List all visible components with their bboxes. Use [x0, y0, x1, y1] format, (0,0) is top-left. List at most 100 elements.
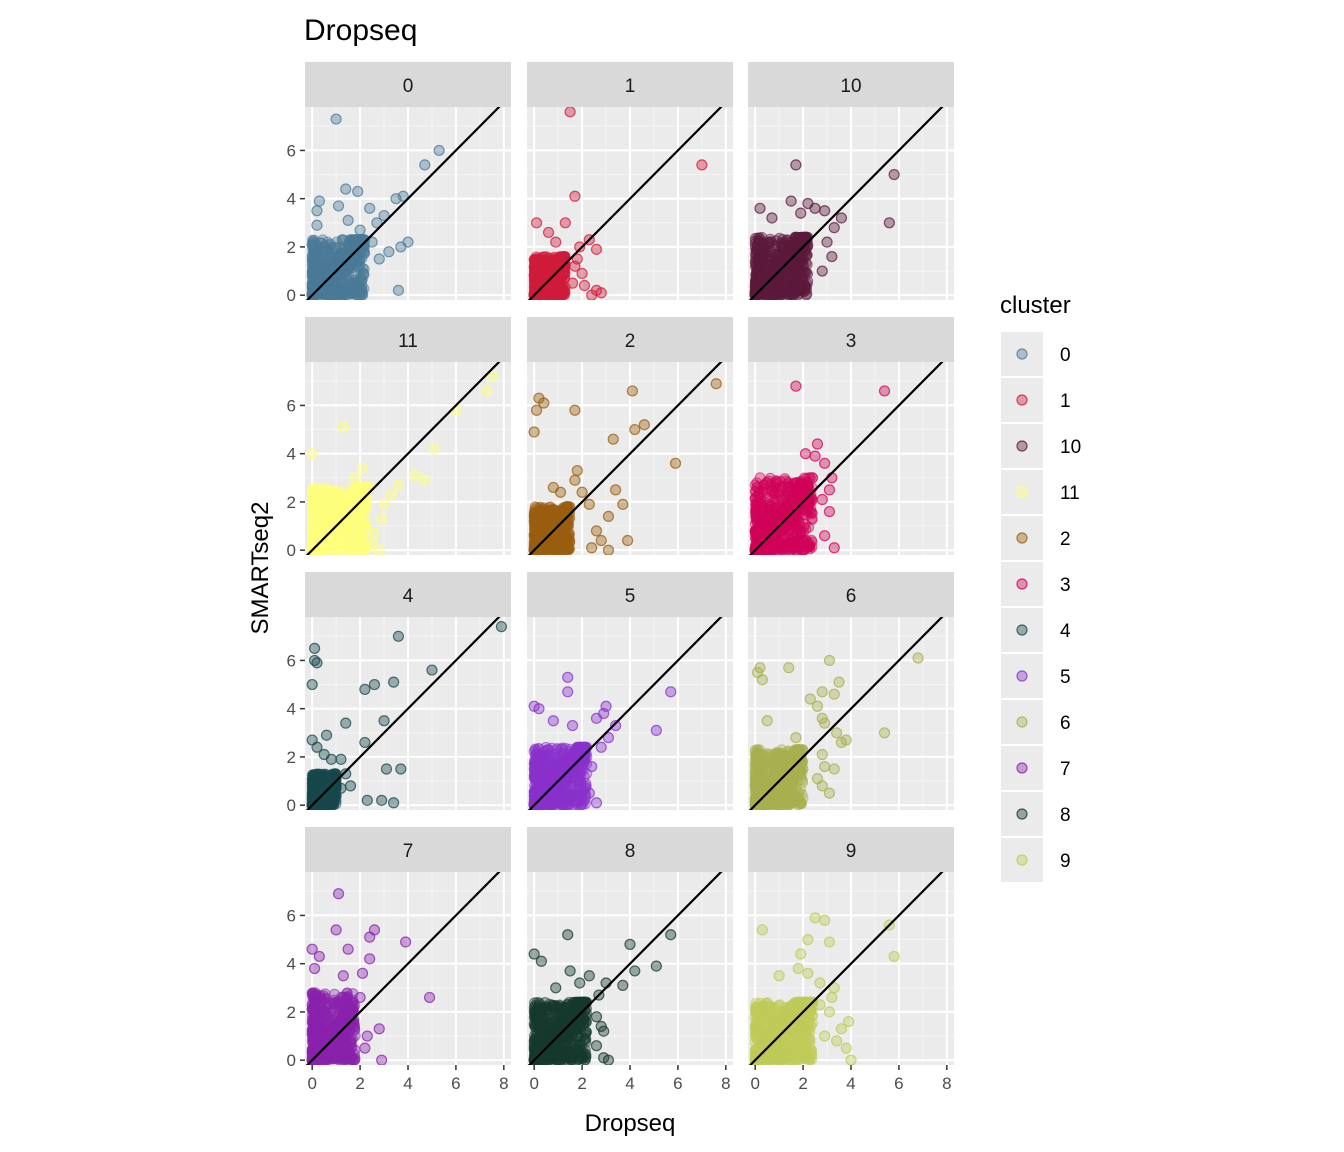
data-point: [307, 518, 319, 530]
data-point: [793, 257, 805, 269]
data-point: [309, 237, 321, 249]
data-point: [754, 202, 766, 214]
data-point: [419, 159, 431, 171]
data-point: [835, 212, 848, 224]
data-point: [564, 107, 576, 118]
data-point: [569, 404, 581, 416]
data-point: [566, 277, 579, 289]
data-point: [578, 279, 591, 292]
data-point: [392, 284, 405, 296]
data-point: [569, 260, 581, 272]
data-point: [821, 236, 833, 248]
facet-strip-label: 11: [398, 331, 418, 352]
y-tick-label: 0: [287, 286, 296, 305]
data-point: [595, 534, 607, 547]
data-point: [355, 520, 367, 532]
facet-strip-label: 1: [625, 76, 636, 97]
data-point: [320, 483, 332, 495]
data-point: [340, 183, 352, 195]
data-point: [801, 288, 813, 300]
data-point: [785, 195, 797, 207]
data-point: [696, 159, 708, 171]
data-point: [313, 195, 325, 207]
identity-line: [305, 362, 501, 555]
data-point: [586, 542, 598, 554]
data-point: [826, 250, 838, 263]
data-point: [590, 243, 603, 255]
data-point: [355, 285, 367, 297]
data-point: [569, 474, 581, 486]
data-point: [313, 284, 325, 296]
data-point: [752, 264, 764, 276]
identity-line: [748, 107, 944, 300]
data-point: [311, 205, 323, 217]
facet-panel-2: 2: [527, 317, 733, 555]
data-point: [528, 426, 540, 438]
data-point: [351, 535, 363, 547]
data-point: [763, 286, 775, 298]
data-point: [547, 481, 559, 494]
data-point: [602, 544, 615, 555]
data-point: [542, 226, 555, 239]
data-point: [395, 241, 407, 253]
data-point: [373, 544, 385, 555]
data-point: [353, 261, 365, 273]
data-point: [749, 241, 761, 253]
data-point: [360, 540, 372, 552]
data-point: [392, 479, 405, 491]
data-point: [315, 538, 327, 550]
data-point: [828, 222, 840, 234]
y-tick-label: 0: [287, 541, 296, 560]
data-point: [356, 504, 368, 516]
data-point: [595, 287, 607, 299]
data-point: [766, 212, 778, 224]
data-point: [583, 498, 595, 510]
panel-plot-area: [527, 107, 733, 300]
data-point: [376, 513, 388, 525]
facet-panel-3: 3: [748, 317, 954, 555]
data-point: [530, 404, 543, 416]
data-point: [324, 529, 336, 541]
identity-line: [527, 107, 723, 300]
facet-strip-label: 2: [625, 331, 636, 352]
data-point: [366, 236, 378, 248]
data-point: [309, 502, 321, 514]
data-point: [795, 207, 807, 219]
data-point: [529, 281, 541, 293]
data-point: [311, 219, 323, 231]
data-point: [556, 253, 568, 265]
data-point: [345, 242, 357, 254]
dense-points: [749, 472, 819, 555]
data-point: [335, 287, 347, 299]
data-point: [799, 280, 811, 292]
data-point: [757, 242, 769, 254]
data-point: [364, 202, 376, 214]
data-point: [622, 534, 634, 547]
data-point: [390, 193, 402, 205]
data-point: [354, 224, 366, 236]
data-point: [564, 543, 576, 555]
data-point: [306, 251, 318, 263]
data-point: [888, 168, 900, 181]
data-point: [486, 370, 498, 383]
data-point: [383, 246, 395, 258]
data-point: [371, 217, 383, 229]
data-point: [341, 518, 353, 530]
dense-points: [306, 234, 371, 300]
data-point: [325, 283, 337, 295]
y-tick-label: 6: [287, 141, 296, 160]
data-point: [350, 492, 362, 504]
data-point: [778, 288, 790, 300]
data-point: [638, 419, 650, 431]
facet-strip-label: 10: [840, 76, 861, 97]
data-point: [358, 247, 370, 259]
y-tick-label: 6: [287, 396, 296, 415]
data-point: [576, 267, 588, 280]
facet-strip: [527, 62, 733, 107]
data-point: [529, 259, 541, 271]
data-point: [530, 217, 543, 229]
data-point: [353, 528, 365, 540]
data-point: [348, 485, 360, 497]
